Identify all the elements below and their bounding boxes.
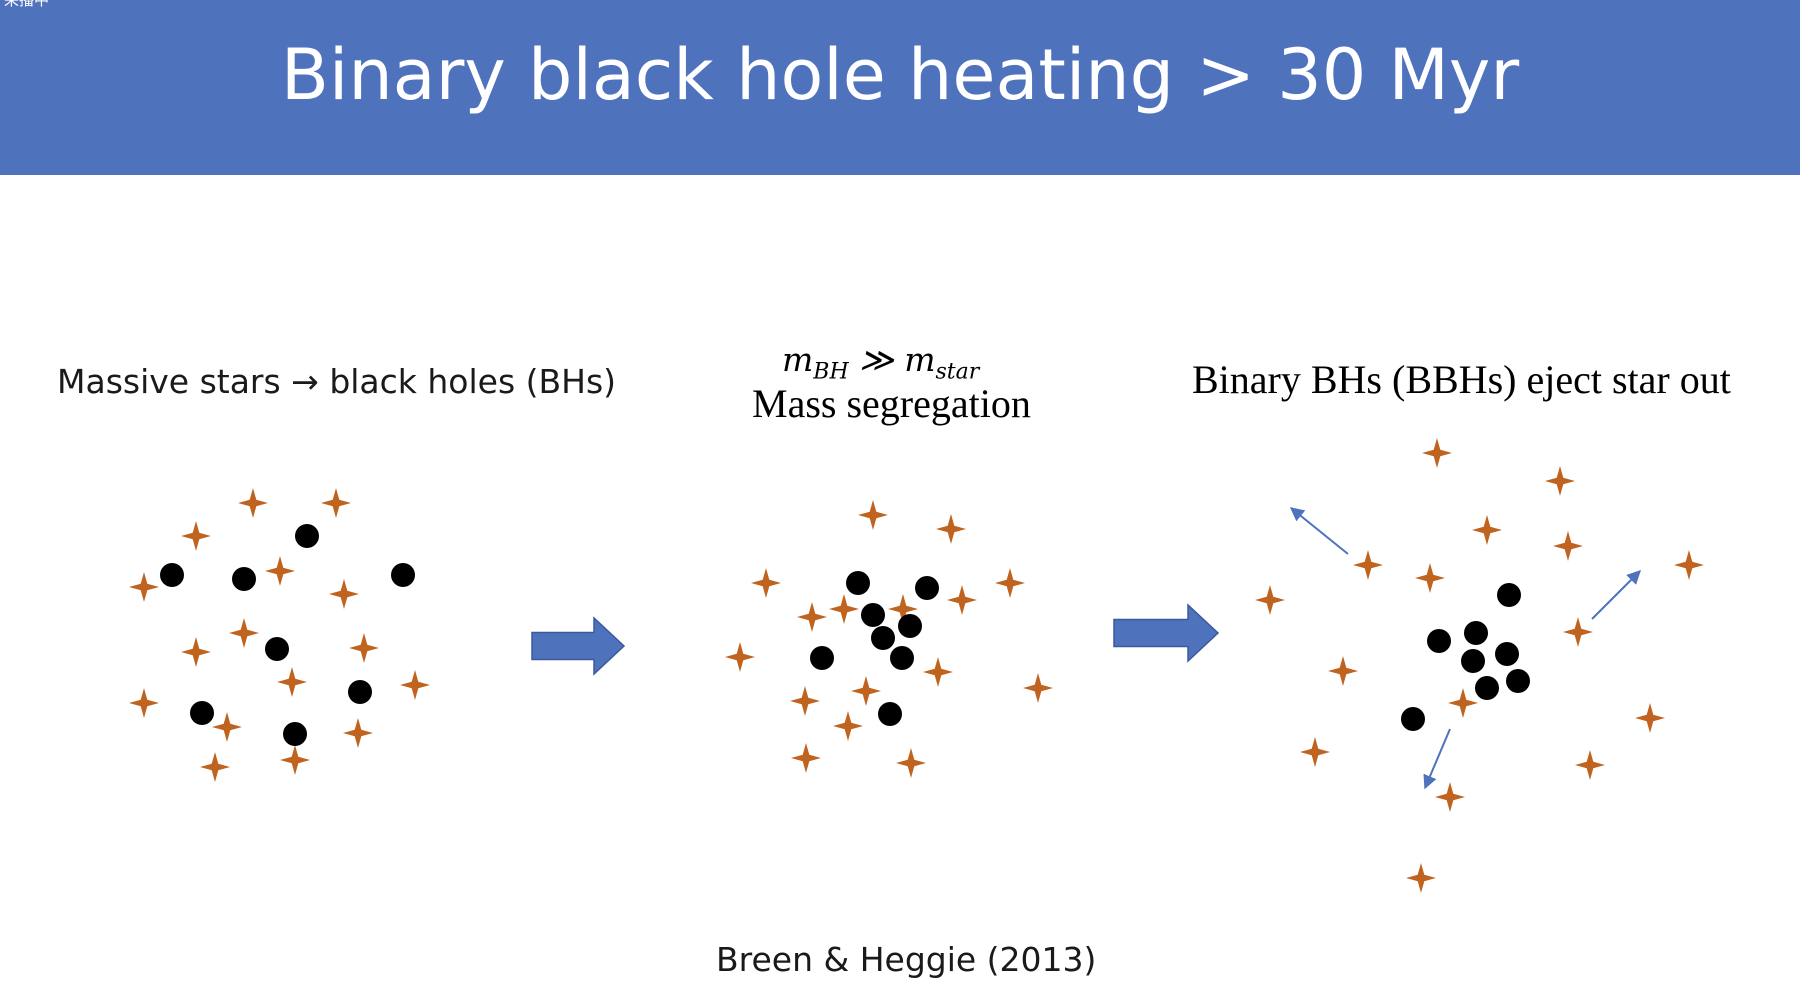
star-icon (1553, 531, 1583, 561)
star-icon (829, 594, 859, 624)
black-hole-dot (1495, 642, 1519, 666)
star-icon (797, 602, 827, 632)
black-hole-dot (846, 571, 870, 595)
star-icon (265, 556, 295, 586)
stars-layer (129, 438, 1704, 893)
black-hole-dot (810, 646, 834, 670)
star-icon (238, 488, 268, 518)
black-hole-dot (1506, 669, 1530, 693)
black-hole-dot (283, 722, 307, 746)
black-hole-dot (295, 524, 319, 548)
star-icon (1545, 466, 1575, 496)
process-arrow-icon (1113, 603, 1220, 663)
star-icon (200, 752, 230, 782)
ejection-arrow-icon (1423, 728, 1451, 790)
star-icon (947, 585, 977, 615)
star-icon (858, 500, 888, 530)
right-panel-label: Binary BHs (BBHs) eject star out (1192, 357, 1731, 402)
star-icon (1635, 703, 1665, 733)
black-hole-dot (1464, 621, 1488, 645)
star-icon (280, 745, 310, 775)
black-hole-dot (391, 563, 415, 587)
star-icon (343, 718, 373, 748)
slide-title: Binary black hole heating > 30 Myr (280, 34, 1520, 116)
ejection-arrow-icon (1591, 570, 1641, 620)
star-icon (1023, 673, 1053, 703)
black-hole-dot (1427, 629, 1451, 653)
process-arrow-icon (531, 616, 626, 676)
star-icon (1674, 550, 1704, 580)
black-hole-dot (1401, 707, 1425, 731)
black-hole-dot (190, 701, 214, 725)
black-hole-dot (348, 680, 372, 704)
star-icon (321, 488, 351, 518)
corner-caption: 采播中 (4, 0, 50, 9)
star-icon (790, 686, 820, 716)
arrows-layer (531, 507, 1641, 790)
black-hole-dot (890, 646, 914, 670)
star-icon (1255, 585, 1285, 615)
star-icon (1353, 550, 1383, 580)
black-hole-dot (265, 637, 289, 661)
left-panel-label: Massive stars → black holes (BHs) (57, 362, 617, 401)
star-icon (851, 676, 881, 706)
star-icon (1435, 782, 1465, 812)
formula-m2-sub: star (935, 359, 980, 385)
star-icon (888, 594, 918, 624)
star-icon (751, 568, 781, 598)
black-hole-dot (861, 603, 885, 627)
star-icon (1472, 515, 1502, 545)
black-hole-dot (878, 702, 902, 726)
star-icon (1415, 563, 1445, 593)
star-icon (1448, 688, 1478, 718)
star-icon (129, 572, 159, 602)
black-hole-dot (915, 576, 939, 600)
title-bar: 采播中 Binary black hole heating > 30 Myr (0, 0, 1800, 175)
star-icon (896, 748, 926, 778)
black-hole-dot (898, 614, 922, 638)
star-icon (212, 712, 242, 742)
star-icon (129, 688, 159, 718)
star-icon (229, 618, 259, 648)
star-icon (181, 521, 211, 551)
star-icon (1422, 438, 1452, 468)
black-hole-dot (232, 567, 256, 591)
star-icon (1328, 656, 1358, 686)
black-hole-dot (1461, 649, 1485, 673)
mass-relation-formula: mBH ≫ mstar (782, 340, 979, 385)
star-icon (349, 633, 379, 663)
star-icon (277, 667, 307, 697)
formula-m2: m (904, 340, 936, 379)
citation: Breen & Heggie (2013) (716, 940, 1097, 979)
star-icon (833, 711, 863, 741)
black-hole-dot (871, 626, 895, 650)
star-icon (1300, 737, 1330, 767)
star-icon (329, 579, 359, 609)
star-icon (923, 657, 953, 687)
star-icon (1563, 617, 1593, 647)
star-icon (181, 637, 211, 667)
middle-panel-label: Mass segregation (752, 381, 1031, 426)
star-icon (1406, 863, 1436, 893)
star-icon (936, 514, 966, 544)
formula-relation: ≫ (848, 340, 905, 379)
black-holes-layer (160, 524, 1530, 746)
star-icon (725, 642, 755, 672)
star-icon (791, 743, 821, 773)
formula-m1: m (782, 340, 814, 379)
ejection-arrow-icon (1289, 507, 1349, 555)
black-hole-dot (1497, 583, 1521, 607)
formula-m1-sub: BH (813, 359, 849, 385)
star-icon (1575, 750, 1605, 780)
star-icon (995, 568, 1025, 598)
black-hole-dot (160, 563, 184, 587)
black-hole-dot (1475, 676, 1499, 700)
star-icon (400, 670, 430, 700)
